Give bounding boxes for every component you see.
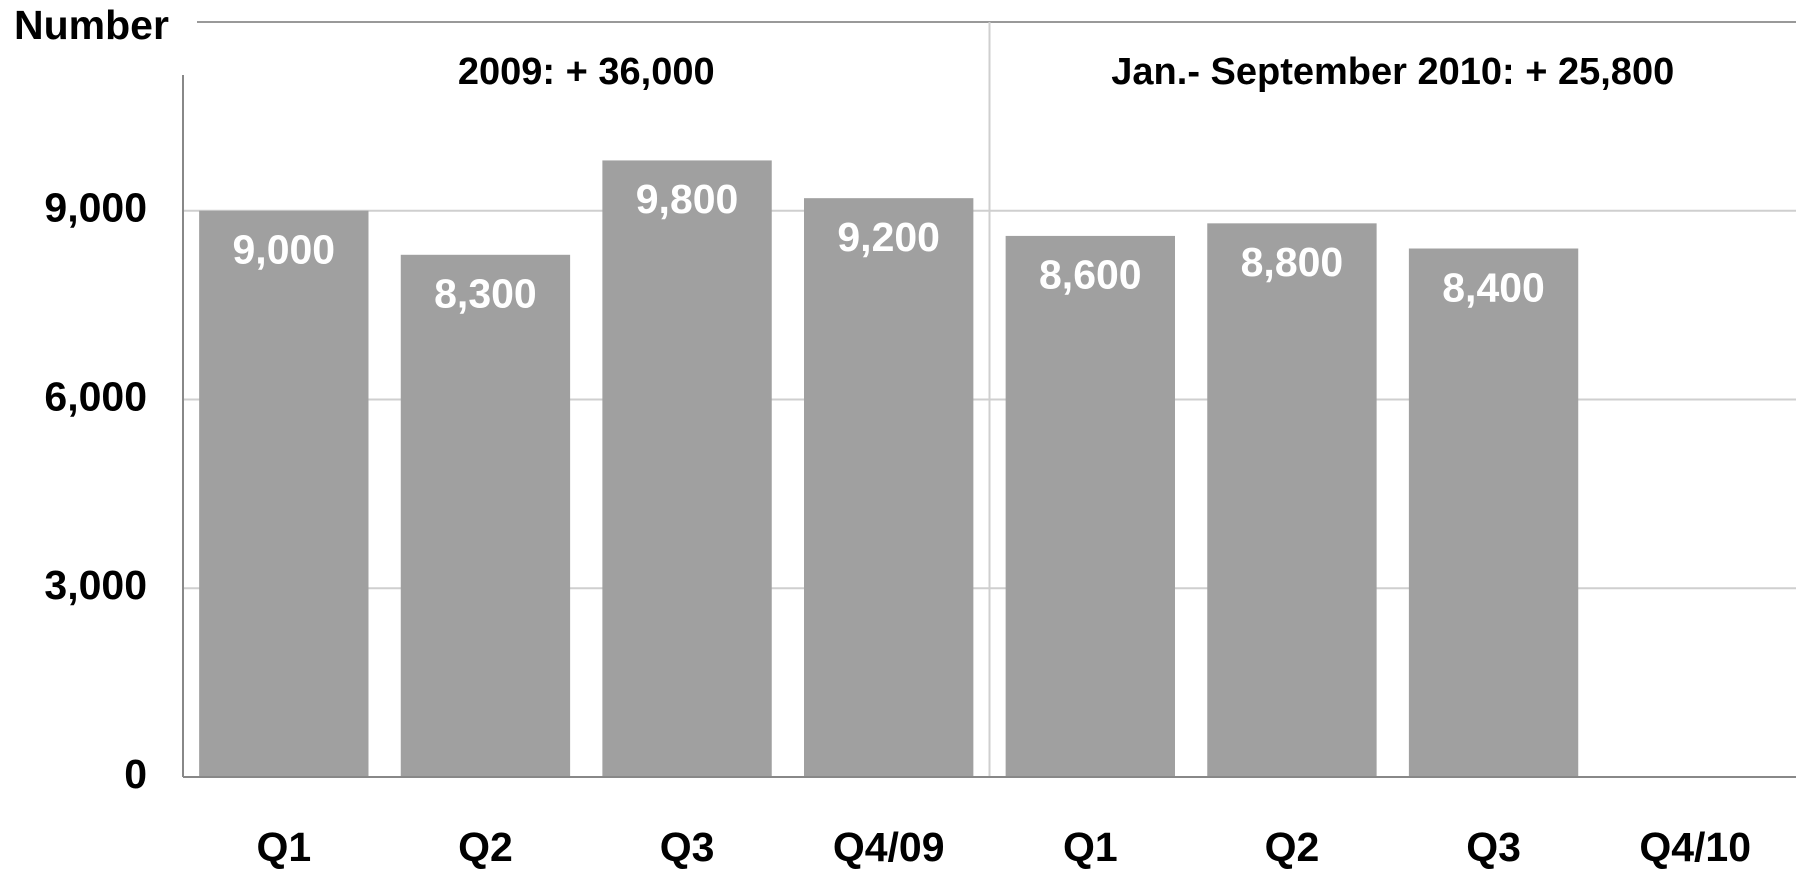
data-label: 8,600	[1039, 252, 1142, 298]
data-label: 8,300	[434, 271, 537, 317]
data-label: 9,800	[636, 176, 739, 222]
y-axis-label: Number	[14, 2, 169, 48]
bar	[199, 210, 369, 777]
bar	[1005, 235, 1175, 777]
bar	[602, 160, 772, 777]
annotation: 2009: + 36,000	[458, 51, 715, 93]
y-tick-label: 9,000	[44, 185, 147, 231]
y-tick-label: 6,000	[44, 373, 147, 419]
y-tick-label: 3,000	[44, 562, 147, 608]
x-tick-label: Q2	[1265, 824, 1320, 869]
data-label: 8,800	[1241, 239, 1344, 285]
y-tick-label: 0	[124, 751, 147, 797]
annotation: Jan.- September 2010: + 25,800	[1111, 51, 1674, 93]
bar	[1207, 223, 1377, 778]
bar	[1408, 248, 1579, 777]
data-label: 9,200	[837, 214, 940, 260]
x-tick-label: Q2	[458, 824, 513, 869]
data-label: 8,400	[1442, 264, 1545, 310]
data-label: 9,000	[233, 227, 336, 273]
x-tick-label: Q3	[660, 824, 715, 869]
bar	[400, 254, 571, 777]
x-tick-label: Q1	[1063, 824, 1118, 869]
x-tick-label: Q3	[1466, 824, 1521, 869]
x-tick-label: Q4/09	[833, 824, 945, 869]
x-tick-label: Q4/10	[1639, 824, 1751, 869]
x-tick-label: Q1	[256, 824, 311, 869]
bar	[804, 198, 974, 777]
